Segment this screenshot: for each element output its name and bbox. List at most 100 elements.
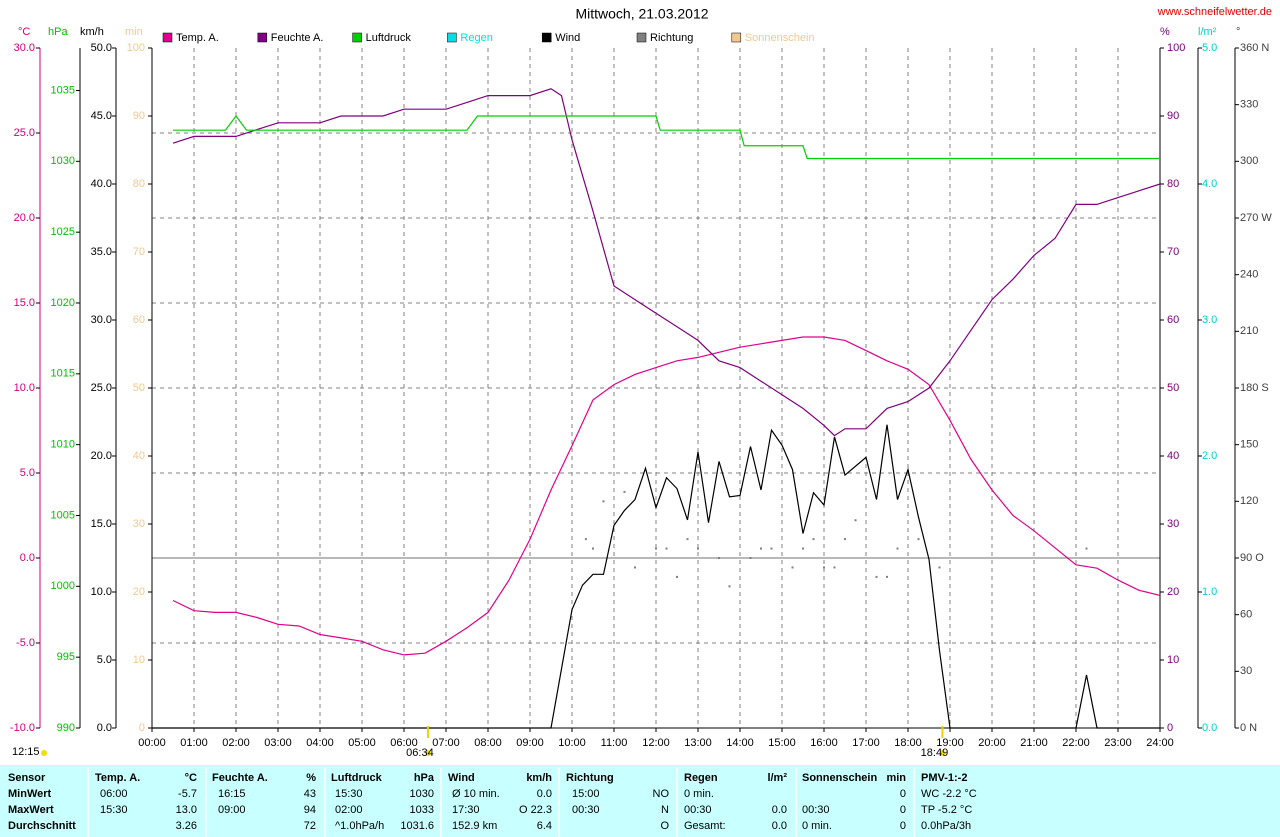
x-tick-label: 08:00 — [474, 737, 502, 749]
legend-label: Richtung — [650, 32, 693, 44]
y-tick-label: 0.0 — [20, 552, 35, 564]
data-point — [760, 547, 762, 550]
table-cell: O 22.3 — [519, 804, 552, 816]
column-unit: hPa — [414, 772, 435, 784]
x-tick-label: 18:00 — [894, 737, 922, 749]
y-tick-label: 25.0 — [91, 382, 112, 394]
x-tick-label: 07:00 — [432, 737, 460, 749]
table-cell: 0.0 — [772, 804, 787, 816]
table-cell: 02:00 — [335, 804, 363, 816]
data-point — [602, 500, 605, 503]
y-tick-label: 20 — [133, 586, 145, 598]
y-tick-label: 180 S — [1240, 382, 1269, 394]
table-background — [0, 765, 1280, 837]
y-tick-label: 20.0 — [91, 450, 112, 462]
axis-unit: l/m² — [1198, 26, 1217, 38]
x-tick-label: 00:00 — [138, 737, 166, 749]
column-title: Feuchte A. — [212, 772, 268, 784]
table-cell: 00:30 — [572, 804, 600, 816]
y-tick-label: 50.0 — [91, 42, 112, 54]
column-unit: min — [886, 772, 906, 784]
table-cell: 00:30 — [802, 804, 830, 816]
column-title: Luftdruck — [331, 772, 383, 784]
table-cell: 6.4 — [537, 820, 552, 832]
x-tick-label: 04:00 — [306, 737, 334, 749]
table-cell: 17:30 — [452, 804, 480, 816]
y-tick-label: 30 — [1167, 518, 1179, 530]
y-tick-label: 15.0 — [91, 518, 112, 530]
x-tick-label: 10:00 — [558, 737, 586, 749]
data-point — [896, 547, 899, 550]
y-tick-label: 45.0 — [91, 110, 112, 122]
y-tick-label: 10 — [1167, 654, 1179, 666]
table-cell: 1031.6 — [400, 820, 434, 832]
column-unit: km/h — [526, 772, 552, 784]
data-point — [686, 538, 689, 541]
update-time: 12:15 — [12, 746, 40, 758]
data-point — [697, 547, 699, 550]
y-tick-label: 80 — [133, 178, 145, 190]
axis-unit: km/h — [80, 26, 104, 38]
y-tick-label: 240 — [1240, 269, 1258, 281]
data-point — [655, 547, 657, 550]
column-title: Temp. A. — [95, 772, 140, 784]
x-tick-label: 03:00 — [264, 737, 292, 749]
data-point — [791, 566, 794, 569]
sun-time: 18:49 — [921, 747, 949, 759]
legend-swatch — [352, 32, 362, 43]
table-cell: ^1.0hPa/h — [335, 820, 384, 832]
table-cell: 0.0hPa/3h — [921, 820, 971, 832]
sun-icon — [939, 750, 946, 756]
y-tick-label: 40 — [133, 450, 145, 462]
legend-label: Luftdruck — [366, 32, 412, 44]
table-cell: O — [660, 820, 669, 832]
data-point — [917, 538, 920, 541]
x-tick-label: 12:00 — [642, 737, 670, 749]
table-cell: 3.26 — [176, 820, 197, 832]
x-tick-label: 20:00 — [978, 737, 1006, 749]
x-tick-label: 24:00 — [1146, 737, 1174, 749]
y-tick-label: 90 — [1167, 110, 1179, 122]
x-tick-label: 06:00 — [390, 737, 418, 749]
row-label: MaxWert — [8, 804, 54, 816]
x-tick-label: 05:00 — [348, 737, 376, 749]
y-tick-label: -10.0 — [10, 722, 35, 734]
y-tick-label: 0.0 — [97, 722, 112, 734]
legend-label: Regen — [460, 32, 492, 44]
data-point — [812, 538, 815, 541]
y-tick-label: 90 — [133, 110, 145, 122]
axis-unit: ° — [1236, 26, 1240, 38]
y-tick-label: 0 N — [1240, 722, 1257, 734]
sun-icon — [424, 750, 431, 756]
table-cell: 0 — [900, 788, 906, 800]
y-tick-label: 60 — [1240, 609, 1252, 621]
table-cell: 152.9 km — [452, 820, 497, 832]
table-cell: 43 — [304, 788, 316, 800]
y-tick-label: 5.0 — [97, 654, 112, 666]
axis-unit: % — [1160, 26, 1170, 38]
x-tick-label: 17:00 — [852, 737, 880, 749]
y-tick-label: 10 — [133, 654, 145, 666]
legend-label: Sonnenschein — [745, 32, 815, 44]
table-cell: Ø 10 min. — [452, 788, 500, 800]
column-title: PMV-1:-2 — [921, 772, 967, 784]
legend-label: Wind — [555, 32, 580, 44]
data-point — [770, 547, 773, 550]
data-point — [833, 566, 836, 569]
axis-unit: min — [125, 26, 143, 38]
data-point — [592, 547, 594, 550]
series-line — [172, 88, 1161, 437]
x-tick-label: 02:00 — [222, 737, 250, 749]
table-cell: 0 — [900, 804, 906, 816]
table-cell: WC -2.2 °C — [921, 788, 977, 800]
x-tick-label: 21:00 — [1020, 737, 1048, 749]
y-tick-label: 50 — [133, 382, 145, 394]
table-cell: 0 — [900, 820, 906, 832]
data-point — [844, 538, 846, 541]
y-tick-label: 40.0 — [91, 178, 112, 190]
data-point — [665, 547, 668, 550]
y-tick-label: 100 — [1167, 42, 1185, 54]
y-tick-label: 30.0 — [14, 42, 35, 54]
table-cell: 1033 — [410, 804, 434, 816]
x-tick-label: 19:00 — [936, 737, 964, 749]
